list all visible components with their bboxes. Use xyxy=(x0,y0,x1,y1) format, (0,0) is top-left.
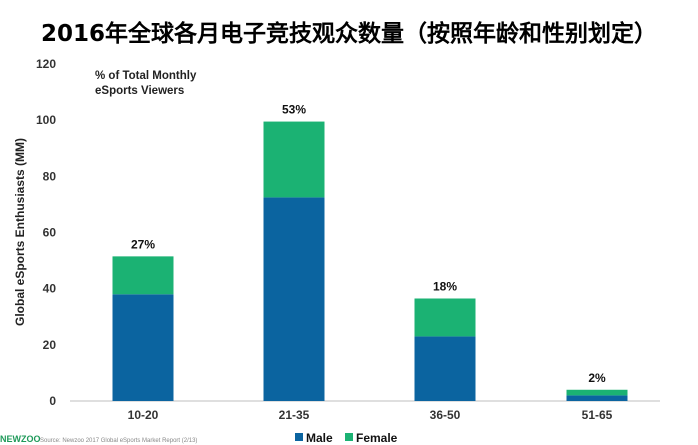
x-tick-label-36-50: 36-50 xyxy=(430,408,461,422)
source-note: Source: Newzoo 2017 Global eSports Marke… xyxy=(40,438,197,444)
axis-layer: 0 20 40 60 80 100 120 10-20 21-35 36-50 51-65 xyxy=(36,57,660,422)
bar-male-51-65 xyxy=(566,395,628,401)
y-tick-label-0: 0 xyxy=(49,394,56,408)
bar-male-36-50 xyxy=(414,336,476,401)
x-tick-label-10-20: 10-20 xyxy=(128,408,159,422)
percent-label-10-20: 27% xyxy=(131,237,155,251)
y-tick-label-80: 80 xyxy=(43,169,57,183)
chart-title: 2016年全球各月电子竞技观众数量（按照年龄和性别划定） xyxy=(40,21,657,47)
annotation-line-2: eSports Viewers xyxy=(95,85,184,97)
percent-label-36-50: 18% xyxy=(433,279,457,293)
bar-female-10-20 xyxy=(112,256,174,295)
y-tick-label-120: 120 xyxy=(36,57,56,71)
legend-label-female: Female xyxy=(356,431,398,445)
brand-logo-text: NEWZOO xyxy=(0,434,41,444)
bar-female-21-35 xyxy=(263,121,325,198)
y-axis-label: Global eSports Enthusiasts (MM) xyxy=(13,138,27,326)
bar-layer xyxy=(112,121,628,401)
percent-label-51-65: 2% xyxy=(588,371,606,385)
x-tick-label-51-65: 51-65 xyxy=(582,408,613,422)
percent-label-21-35: 53% xyxy=(282,103,306,117)
bar-female-51-65 xyxy=(566,389,628,396)
legend-swatch-male xyxy=(295,433,303,441)
x-tick-label-21-35: 21-35 xyxy=(279,408,310,422)
y-tick-label-60: 60 xyxy=(43,226,57,240)
bar-female-36-50 xyxy=(414,298,476,337)
y-tick-label-100: 100 xyxy=(36,113,56,127)
y-tick-label-20: 20 xyxy=(43,338,57,352)
label-layer: 27% 53% 18% 2% xyxy=(131,103,606,385)
legend: Male Female xyxy=(295,431,398,445)
y-tick-label-40: 40 xyxy=(43,282,57,296)
annotation-line-1: % of Total Monthly xyxy=(95,70,197,82)
bar-male-10-20 xyxy=(112,294,174,401)
legend-label-male: Male xyxy=(306,431,333,445)
bar-male-21-35 xyxy=(263,197,325,401)
legend-swatch-female xyxy=(345,433,353,441)
